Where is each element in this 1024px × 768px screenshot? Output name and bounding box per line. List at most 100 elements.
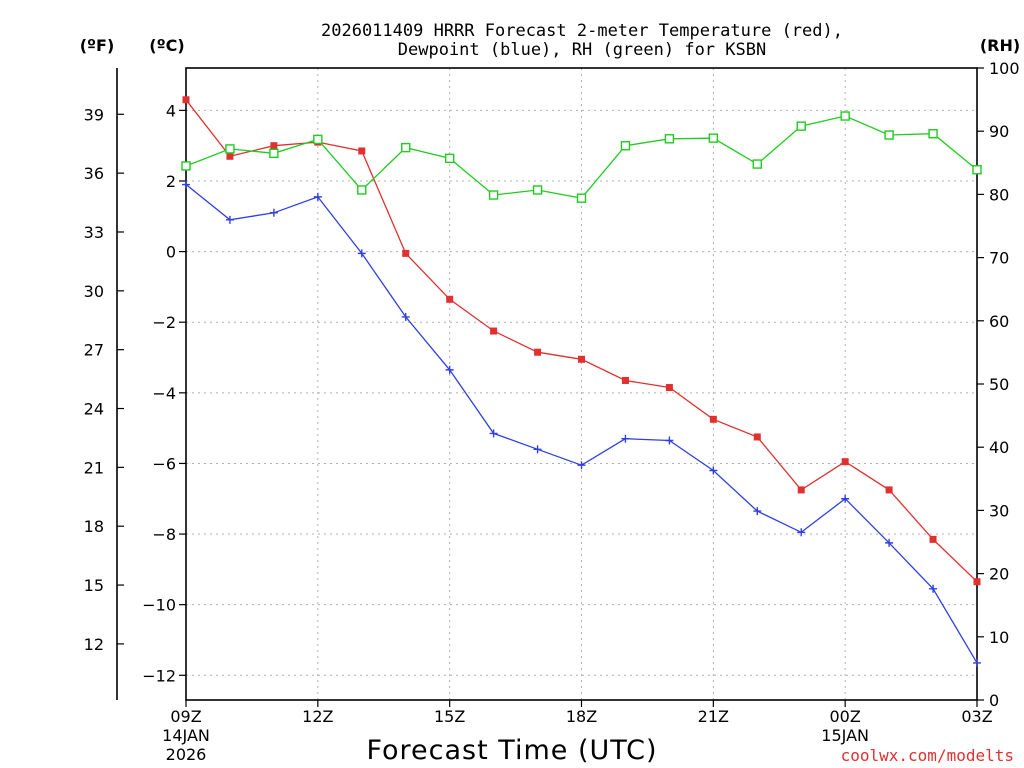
rh-point	[708, 133, 719, 143]
rh-tick-label: 30	[989, 501, 1009, 520]
celsius-tick-label: −2	[152, 313, 176, 332]
temperature-point	[929, 535, 937, 543]
celsius-tick-label: −6	[152, 454, 176, 473]
series-layer	[181, 96, 982, 667]
rh-tick-label: 100	[989, 59, 1020, 78]
temperature-point	[446, 295, 454, 303]
rh-point	[576, 193, 587, 203]
fahrenheit-tick-label: 36	[84, 164, 104, 183]
rh-point	[840, 111, 850, 121]
temperature-point	[753, 433, 761, 441]
rh-point	[225, 144, 235, 154]
fahrenheit-tick-label: 39	[84, 105, 104, 124]
celsius-tick-label: −12	[142, 666, 176, 685]
rh-tick-label: 10	[989, 628, 1009, 647]
x-tick-label: 21Z	[698, 707, 729, 726]
rh-point	[664, 134, 675, 144]
rh-point	[972, 165, 982, 175]
temperature-point	[182, 96, 190, 104]
dewpoint-point	[797, 528, 806, 537]
dewpoint-point	[445, 365, 454, 374]
celsius-tick-label: −8	[152, 525, 176, 544]
temperature-point	[885, 486, 893, 494]
rh-tick-label: 20	[989, 565, 1009, 584]
rh-point	[752, 159, 762, 169]
chart-title-line1: 2026011409 HRRR Forecast 2-meter Tempera…	[321, 21, 843, 41]
dewpoint-point	[225, 215, 234, 224]
rh-point	[488, 190, 499, 200]
rh-tick-label: 60	[989, 312, 1009, 331]
x-tick-date: 15JAN	[821, 726, 869, 745]
dewpoint-point	[401, 312, 410, 321]
fahrenheit-tick-label: 24	[84, 400, 104, 419]
x-tick-year: 2026	[166, 745, 207, 764]
dewpoint-point	[269, 208, 278, 217]
fahrenheit-tick-label: 12	[84, 635, 104, 654]
dewpoint-point	[313, 192, 322, 201]
rh-point	[313, 134, 323, 145]
rh-tick-label: 90	[989, 122, 1009, 141]
dewpoint-point	[841, 494, 850, 503]
fahrenheit-tick-label: 30	[84, 282, 104, 301]
chart-title-line2: Dewpoint (blue), RH (green) for KSBN	[398, 40, 766, 60]
dewpoint-point	[533, 445, 542, 454]
temperature-point	[402, 249, 410, 257]
dewpoint-point	[885, 538, 894, 547]
rh-point	[357, 185, 367, 195]
dewpoint-point	[577, 461, 586, 470]
x-tick-label: 03Z	[961, 707, 992, 726]
temperature-point	[270, 142, 278, 150]
fahrenheit-tick-label: 27	[84, 341, 104, 360]
rh-point	[620, 141, 631, 151]
x-tick-label: 18Z	[566, 707, 597, 726]
x-tick-label: 09Z	[170, 707, 201, 726]
x-tick-label: 12Z	[302, 707, 333, 726]
celsius-tick-label: 4	[166, 101, 176, 120]
fahrenheit-tick-label: 21	[84, 458, 104, 477]
temperature-point	[841, 458, 849, 466]
celsius-unit-label: (ºC)	[149, 36, 184, 55]
dewpoint-point	[665, 436, 674, 445]
credit-text: coolwx.com/modelts	[841, 746, 1014, 765]
temperature-point	[665, 384, 673, 392]
fahrenheit-tick-label: 15	[84, 576, 104, 595]
dewpoint-point	[753, 507, 762, 516]
dewpoint-point	[973, 658, 981, 667]
plot-frame	[185, 67, 978, 701]
temperature-point	[709, 415, 717, 423]
rh-point	[928, 129, 938, 139]
rh-point	[444, 153, 455, 164]
celsius-tick-label: 2	[166, 172, 176, 191]
dewpoint-point	[489, 429, 498, 438]
rh-tick-label: 80	[989, 185, 1009, 204]
temperature-point	[621, 376, 629, 384]
temperature-point	[490, 327, 498, 335]
dewpoint-point	[709, 466, 718, 475]
rh-unit-label: (RH)	[980, 36, 1020, 55]
celsius-tick-label: −4	[152, 384, 176, 403]
temperature-point	[226, 152, 234, 160]
fahrenheit-unit-label: (ºF)	[80, 36, 115, 55]
rh-point	[796, 121, 806, 131]
x-tick-label: 00Z	[830, 707, 861, 726]
rh-tick-label: 0	[989, 691, 999, 710]
x-axis-title: Forecast Time (UTC)	[366, 735, 657, 766]
dewpoint-point	[357, 249, 366, 258]
rh-point	[401, 142, 411, 153]
rh-point	[532, 185, 543, 195]
temperature-point	[797, 486, 805, 494]
temperature-point	[578, 355, 585, 363]
fahrenheit-tick-label: 33	[84, 223, 104, 242]
temperature-point	[534, 348, 542, 356]
celsius-tick-label: 0	[166, 243, 176, 262]
rh-tick-label: 70	[989, 249, 1009, 268]
dewpoint-point	[929, 584, 938, 593]
rh-tick-label: 40	[989, 438, 1009, 457]
rh-tick-label: 50	[989, 375, 1009, 394]
rh-point	[269, 148, 279, 159]
temperature-line	[185, 99, 978, 583]
dewpoint-point	[182, 180, 190, 189]
x-tick-label: 15Z	[434, 707, 465, 726]
